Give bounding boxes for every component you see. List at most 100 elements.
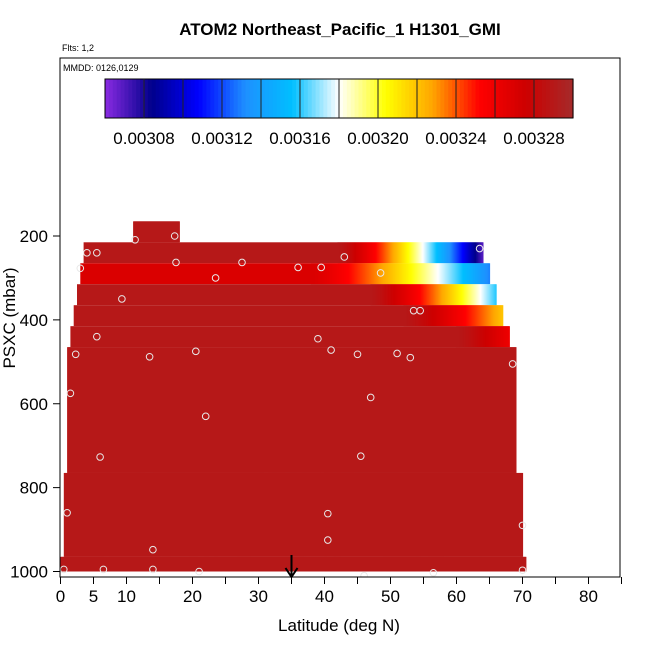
field-cell (107, 347, 109, 473)
field-cell (296, 472, 299, 557)
field-cell (423, 556, 426, 572)
field-cell (319, 472, 322, 557)
field-cell (245, 347, 247, 473)
field-cell (371, 472, 374, 557)
field-cell (343, 242, 346, 264)
field-cell (453, 472, 456, 557)
field-cell (416, 556, 419, 572)
colorbar-swatch (545, 79, 551, 118)
field-cell (169, 347, 171, 473)
field-cell (474, 284, 476, 306)
field-cell (188, 347, 190, 473)
field-cell (141, 221, 143, 243)
field-cell (278, 347, 280, 473)
field-cell (149, 472, 152, 557)
field-cell (174, 347, 176, 473)
field-cell (392, 347, 395, 473)
field-cell (138, 556, 141, 572)
field-cell (128, 556, 131, 572)
field-cell (480, 326, 483, 348)
field-cell (484, 347, 487, 473)
field-cell (445, 305, 448, 327)
field-cell (403, 242, 406, 264)
field-cell (399, 263, 401, 285)
field-cell (441, 242, 444, 264)
field-cell (392, 284, 395, 306)
field-cell (130, 556, 133, 572)
sample-point (195, 567, 203, 576)
field-cell (503, 472, 506, 557)
field-cell (472, 242, 475, 264)
field-cell (460, 305, 463, 327)
field-cell (466, 284, 468, 306)
field-cell (513, 556, 516, 572)
field-cell (262, 556, 265, 572)
field-cell (486, 263, 489, 285)
field-cell (198, 556, 201, 572)
field-cell (303, 556, 306, 572)
field-cell (417, 556, 420, 572)
field-cell (287, 472, 290, 557)
field-cell (377, 284, 380, 306)
field-cell (270, 556, 273, 572)
field-cell (455, 347, 458, 473)
field-cell (301, 347, 304, 473)
field-cell (232, 472, 235, 557)
field-cell (109, 347, 111, 473)
field-cell (471, 263, 474, 285)
field-cell (445, 556, 448, 572)
field-cell (367, 472, 370, 557)
field-cell (353, 556, 356, 572)
field-cell (203, 556, 206, 572)
field-cell (147, 347, 149, 473)
field-cell (357, 347, 360, 473)
field-cell (415, 472, 418, 557)
field-cell (338, 263, 340, 285)
field-cell (173, 221, 175, 243)
field-cell (466, 242, 469, 264)
field-cell (208, 556, 211, 572)
field-cell (487, 556, 490, 572)
field-cell (400, 242, 403, 264)
field-cell (201, 556, 204, 572)
field-cell (488, 326, 490, 348)
field-cell (302, 556, 305, 572)
field-cell (520, 472, 523, 557)
field-cell (486, 556, 489, 572)
field-cell (220, 556, 223, 572)
field-cell (396, 472, 399, 557)
field-cell (195, 347, 197, 473)
field-cell (167, 472, 170, 557)
field-cell (430, 242, 433, 264)
field-cell (367, 263, 369, 285)
field-cell (306, 472, 309, 557)
field-cell (394, 263, 396, 285)
field-cell (475, 326, 478, 348)
field-cell (498, 556, 501, 572)
field-cell (338, 347, 341, 473)
field-cell (217, 556, 220, 572)
field-cell (437, 472, 440, 557)
field-cell (501, 347, 504, 473)
field-cell (387, 284, 390, 306)
field-cell (419, 242, 422, 264)
field-cell (126, 472, 129, 557)
field-cell (73, 472, 76, 557)
field-cell (230, 347, 232, 473)
field-cell (308, 472, 311, 557)
sample-point (518, 521, 527, 530)
field-cell (397, 242, 400, 264)
field-cell (475, 284, 477, 306)
field-cell (241, 556, 244, 572)
field-cell (226, 347, 228, 473)
field-cell (496, 472, 499, 557)
field-cell (472, 305, 475, 327)
field-cell (160, 556, 163, 572)
field-cell (133, 347, 135, 473)
colorbar-swatch (190, 79, 196, 118)
field-cell (341, 556, 344, 572)
field-cell (386, 347, 389, 473)
field-cell (482, 472, 485, 557)
field-cell (413, 305, 416, 327)
field-cell (276, 347, 278, 473)
